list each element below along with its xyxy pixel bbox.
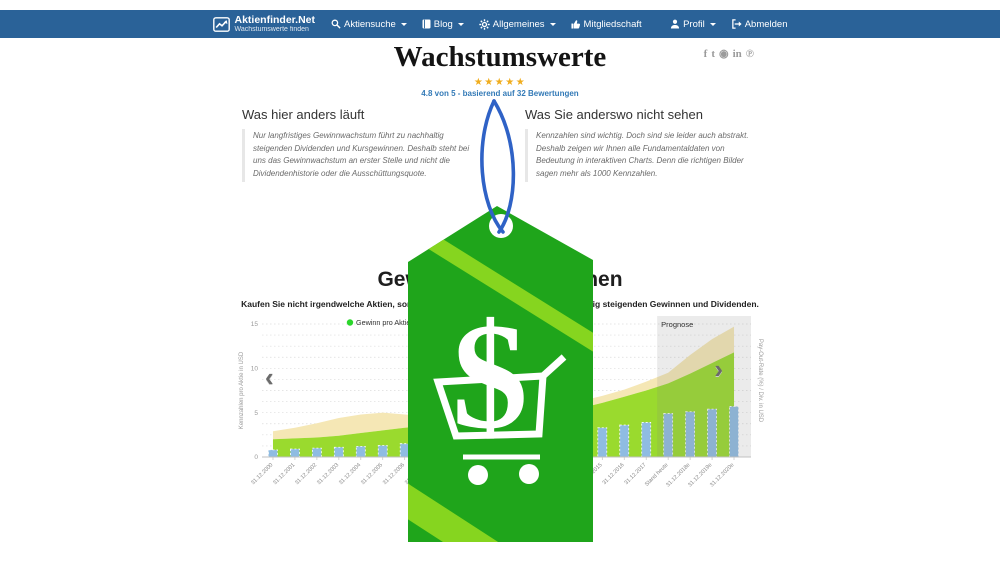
dividende-bar [465,438,476,458]
x-axis-label: 31.12.2015 [580,462,604,486]
dividende-bar [685,411,696,458]
column-left: Was hier anders läuft Nur langfristiges … [242,107,475,182]
brand-title: Aktienfinder.Net [234,13,316,26]
nav-item-blog[interactable]: Blog [422,19,464,30]
nav-item-allgemeines[interactable]: Allgemeines [479,19,556,30]
gewinn-area [272,352,735,457]
brand-subtitle: Wachstumswerte finden [234,26,309,34]
x-axis-label: 31.12.2011 [492,462,516,486]
tag-hole [489,214,513,238]
carousel-prev-icon[interactable]: ‹ [265,361,274,392]
x-axis-label: 31.12.2000 [250,462,274,486]
dividende-bar [268,449,278,458]
y-axis-title-right: Pay-Out-Rate (%) / Div. in USD [757,339,763,423]
dividende-bar [355,445,366,458]
chevron-down-icon [400,22,407,26]
dividende-bar [553,430,564,458]
dividende-bar [531,432,542,458]
dividende-bar [641,421,652,458]
nav-item-profil[interactable]: Profil [670,19,716,30]
dividende-bar [421,441,432,458]
growth-chart[interactable]: Prognose 31.12.2000 31.12.2001 31.12.2002 31… [235,314,765,506]
nav-item-abmelden[interactable]: Abmelden [731,19,788,30]
linkedin-icon[interactable]: in [732,47,742,60]
dividende-bar [399,443,410,458]
y-axis-tick: 0 [254,454,258,461]
intro-columns: Was hier anders läuft Nur langfristiges … [242,107,758,182]
x-axis-label: 31.12.2014 [558,462,582,486]
dividende-bar [619,424,630,458]
social-share-bar: f t ◉ in ℗ [703,47,754,61]
column-right-heading: Was Sie anderswo nicht sehen [525,106,704,122]
prognose-region [657,315,751,457]
nav-item-aktiensuche[interactable]: Aktiensuche [331,19,407,30]
svg-text:Dividenden: Dividenden [444,318,480,327]
aktienfinder-logo-icon [212,16,230,32]
column-left-heading: Was hier anders läuft [242,106,365,122]
dividende-bar [443,439,454,458]
x-axis-label: 31.12.2016 [602,462,626,486]
chevron-down-icon [549,22,556,26]
dividende-bar [597,427,608,458]
x-axis-label: 31.12.2003 [316,462,340,486]
chevron-down-icon [709,22,716,26]
x-axis-label: 31.12.2008 [426,462,450,486]
search-icon [331,19,341,29]
facebook-icon[interactable]: f [703,47,708,60]
thumbs-up-icon [571,20,580,29]
column-right: Was Sie anderswo nicht sehen Kennzahlen … [525,107,758,182]
x-axis-label: 31.12.2012 [514,462,538,486]
chart-legend-item: Dividenden [435,318,480,327]
column-left-quote: Nur langfristiges Gewinnwachstum führt z… [242,128,475,182]
dividende-bar [377,445,388,458]
column-right-quote: Kennzahlen sind wichtig. Doch sind sie l… [525,128,758,182]
dividende-bar [575,429,586,458]
nav-right: Profil Abmelden [670,19,788,30]
star-rating: ★★★★★ [473,76,527,88]
x-axis-label: 31.12.2001 [272,462,296,486]
dividende-bar [333,446,344,458]
nav-item-mitgliedschaft[interactable]: Mitgliedschaft [571,19,642,30]
y-axis-tick: 10 [251,366,259,373]
y-axis-tick: 5 [254,410,258,417]
x-axis-label: 31.12.2002 [294,462,318,486]
x-axis-label: 31.12.2006 [382,462,406,486]
user-icon [670,19,680,29]
dividende-bar [487,437,498,458]
svg-text:Gewinn pro Aktie: Gewinn pro Aktie [356,318,410,327]
x-axis-label: 31.12.2004 [338,462,362,486]
brand-logo-link[interactable]: Aktienfinder.Net Wachstumswerte finden [212,13,316,34]
logout-icon [731,19,742,29]
navbar: Aktienfinder.Net Wachstumswerte finden A… [0,10,1000,38]
y-axis-title-left: Kennzahlen pro Aktie in USD [239,351,245,429]
xing-icon[interactable]: ◉ [718,48,729,60]
dividende-bar [290,448,300,458]
chevron-down-icon [457,22,464,26]
rating-text: 4.8 von 5 - basierend auf 32 Bewertungen [421,88,579,98]
chart-legend-item: Pay-Out [497,318,539,327]
section-subtitle: Kaufen Sie nicht irgendwelche Aktien, so… [241,298,759,309]
section-heading: Gewinnwachstum sehen [377,267,623,291]
y-axis-tick: 15 [251,321,259,328]
gear-icon [479,18,490,30]
dividende-bar [311,447,322,458]
dividende-bar [509,435,520,458]
x-axis-label: 31.12.2009 [448,462,472,486]
x-axis-label: 31.12.2010 [470,462,494,486]
carousel-next-icon[interactable]: › [714,353,723,384]
x-axis-label: 31.12.2007 [404,462,428,486]
blog-icon [422,19,431,29]
pinterest-icon[interactable]: ℗ [745,47,754,60]
growth-chart-carousel: Prognose 31.12.2000 31.12.2001 31.12.2002 31… [235,314,765,506]
chart-legend-item: Gewinn pro Aktie [346,318,410,327]
x-axis-label: 31.12.2005 [360,462,384,486]
nav-menu: Aktiensuche Blog [331,19,642,30]
prognose-label: Prognose [661,320,693,329]
x-axis-label: 31.12.2013 [536,462,560,486]
chart-section-header: Gewinnwachstum sehen Kaufen Sie nicht ir… [0,268,1000,309]
twitter-icon[interactable]: t [711,47,715,60]
